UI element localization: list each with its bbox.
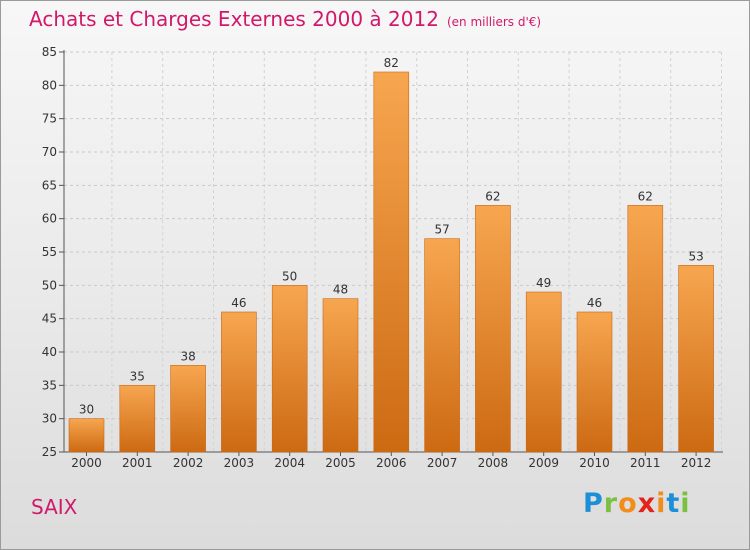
value-label: 62 — [638, 189, 653, 203]
bar-2010 — [576, 311, 613, 453]
proxiti-logo: Proxiti — [583, 488, 691, 519]
y-tick-label: 35 — [42, 378, 57, 392]
x-tick-label: 2011 — [630, 456, 661, 470]
bar-2002 — [170, 365, 206, 453]
x-tick-label: 2002 — [173, 456, 204, 470]
title-text: Achats et Charges Externes 2000 à 2012 — [29, 7, 439, 31]
y-tick-label: 25 — [42, 445, 57, 459]
bar-2011 — [627, 205, 664, 453]
x-tick-label: 2007 — [427, 456, 458, 470]
value-label: 46 — [587, 296, 602, 310]
x-tick-label: 2004 — [274, 456, 305, 470]
y-tick-label: 80 — [42, 78, 57, 92]
x-tick-label: 2012 — [681, 456, 712, 470]
y-tick-label: 55 — [42, 245, 57, 259]
y-tick-label: 75 — [42, 112, 57, 126]
logo-letter: r — [603, 488, 619, 519]
bar-2007 — [424, 238, 460, 453]
value-label: 57 — [434, 223, 449, 237]
y-tick-label: 60 — [42, 212, 57, 226]
bar-2006 — [373, 71, 410, 453]
value-label: 48 — [333, 283, 348, 297]
x-tick-label: 2003 — [224, 456, 255, 470]
x-tick-label: 2009 — [528, 456, 559, 470]
value-label: 82 — [384, 56, 399, 70]
value-label: 30 — [79, 403, 94, 417]
y-tick-label: 85 — [42, 45, 57, 59]
value-label: 46 — [231, 296, 246, 310]
y-tick-label: 65 — [42, 178, 57, 192]
place-label: SAIX — [31, 495, 78, 519]
y-tick-label: 40 — [42, 345, 57, 359]
chart-title: Achats et Charges Externes 2000 à 2012 (e… — [29, 7, 541, 31]
x-tick-label: 2010 — [579, 456, 610, 470]
axes: 25 30 35 40 45 50 55 60 65 70 75 80 85 2000 2001 2002 20… — [42, 45, 723, 470]
logo-letter: t — [666, 488, 681, 519]
bar-2000 — [68, 418, 105, 453]
value-label: 62 — [485, 189, 500, 203]
x-tick-label: 2001 — [122, 456, 153, 470]
bars — [68, 71, 714, 453]
value-label: 49 — [536, 276, 551, 290]
logo-letter: i — [680, 488, 691, 519]
bar-2005 — [322, 298, 359, 453]
value-label: 50 — [282, 269, 297, 283]
x-tick-label: 2000 — [71, 456, 102, 470]
value-label: 53 — [688, 249, 703, 263]
y-tick-label: 30 — [42, 412, 57, 426]
value-label: 35 — [130, 369, 145, 383]
y-tick-label: 45 — [42, 312, 57, 326]
data-labels: 30 35 38 46 50 48 82 57 62 49 46 62 53 — [79, 56, 704, 417]
x-tick-label: 2005 — [325, 456, 356, 470]
x-tick-label: 2006 — [376, 456, 407, 470]
x-tick-label: 2008 — [478, 456, 509, 470]
bar-2003 — [221, 311, 257, 453]
logo-letter: P — [583, 488, 604, 519]
chart-subtitle: (en milliers d'€) — [446, 15, 542, 29]
y-tick-label: 50 — [42, 278, 57, 292]
logo-letter: o — [618, 488, 638, 519]
logo-letter: x — [637, 488, 657, 519]
value-label: 38 — [180, 349, 195, 363]
y-tick-label: 70 — [42, 145, 57, 159]
bar-2012 — [678, 265, 714, 453]
bar-2009 — [525, 291, 562, 453]
bar-2004 — [271, 285, 308, 453]
bar-2008 — [475, 205, 511, 453]
bar-2001 — [119, 385, 156, 453]
logo-letter: i — [656, 488, 667, 519]
